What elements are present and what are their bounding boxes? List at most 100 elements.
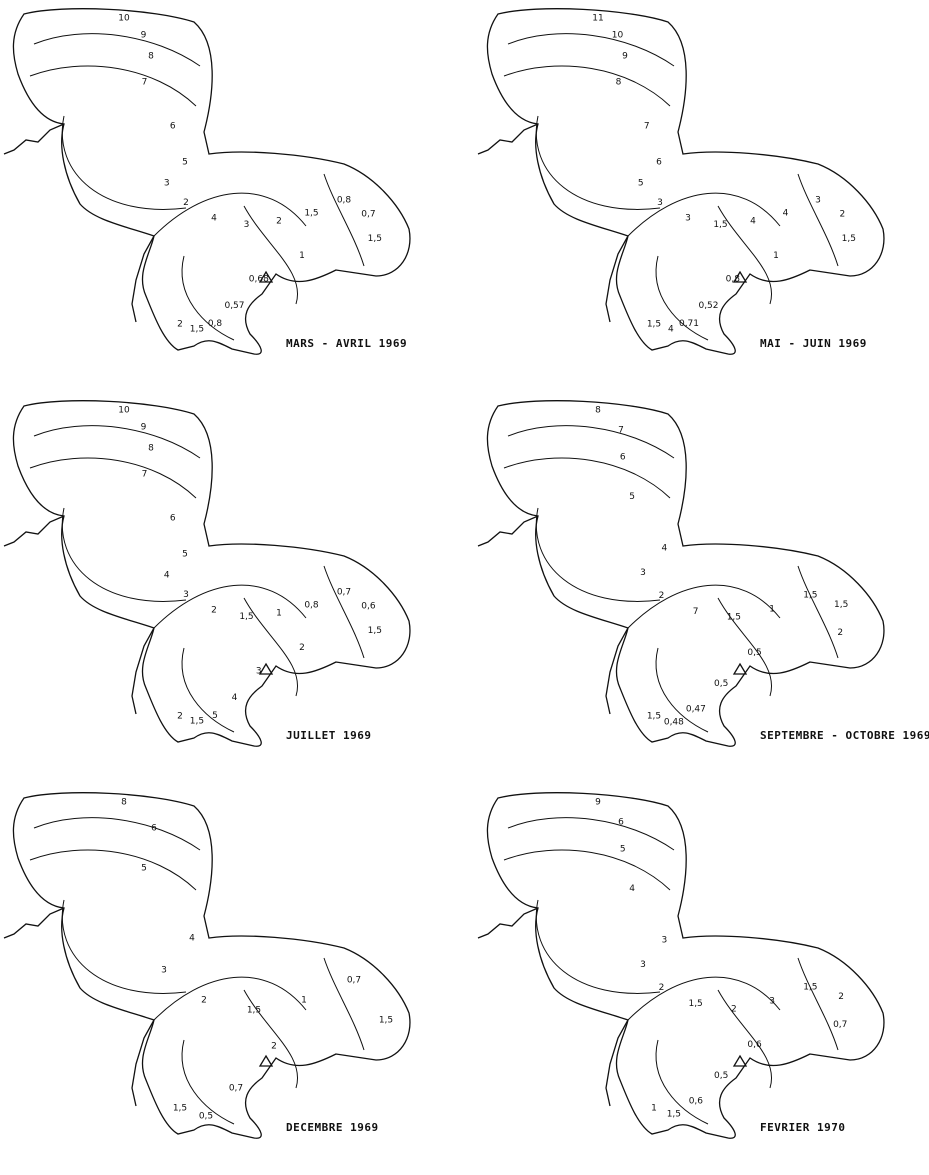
contour-label: 8: [121, 798, 127, 808]
contour-label: 0,7: [833, 1020, 847, 1030]
contour-label: 7: [142, 78, 148, 88]
lake-outline: [487, 401, 884, 747]
contour-label: 0,8: [208, 319, 223, 329]
contour-label: 0,6: [361, 602, 376, 612]
contour-label: 10: [118, 406, 130, 416]
contour-label: 3: [657, 198, 663, 208]
contour-label: 5: [141, 864, 147, 874]
map-panel: 876543271,511,51,520,50,50,470,481,5SEPT…: [478, 401, 929, 747]
contour-label: 3: [164, 178, 170, 188]
contour-line: [324, 566, 364, 658]
lake-outline: [13, 9, 410, 355]
contour-label: 1,5: [190, 717, 204, 727]
contour-line: [536, 116, 660, 209]
contour-line: [508, 426, 674, 458]
contour-label: 0,47: [686, 705, 706, 715]
map-title: SEPTEMBRE - OCTOBRE 1969: [760, 729, 929, 742]
contour-label: 3: [661, 935, 667, 945]
contour-label: 1,5: [842, 234, 856, 244]
map-title: DECEMBRE 1969: [286, 1121, 379, 1134]
map-figure: 10 9 8 7 6 5 3 2 4 3 2 1,5 0,8 0,7 1,5 1 0,6 8 0,5 7 0,8 1,5 2…: [0, 0, 929, 1175]
contour-label: 10: [612, 30, 624, 40]
station-marker: [734, 664, 746, 674]
contour-label: 0,8: [337, 196, 352, 206]
contour-label: 4: [211, 214, 217, 224]
contour-label: 1: [773, 251, 779, 261]
contour-label: 0,5: [714, 679, 728, 689]
contour-line: [628, 977, 780, 1020]
contour-label: 9: [595, 798, 601, 808]
contour-label: 1: [651, 1104, 657, 1114]
contour-label: 9: [622, 52, 628, 62]
contour-line: [504, 458, 670, 498]
contour-label: 6: [656, 158, 662, 168]
contour-line: [324, 958, 364, 1050]
river: [478, 908, 538, 938]
contour-label: 2: [276, 217, 282, 227]
contour-line: [154, 585, 306, 628]
contour-label: 6: [170, 122, 176, 132]
contour-line: [34, 34, 200, 66]
river: [4, 124, 64, 154]
contour-label: 3: [256, 666, 262, 676]
contour-label: 1,5: [803, 983, 817, 993]
contour-label: 3: [815, 196, 821, 206]
map-title: FEVRIER 1970: [760, 1121, 845, 1134]
contour-line: [244, 206, 298, 304]
contour-label: 7: [693, 607, 699, 617]
contour-line: [508, 34, 674, 66]
contour-label: 4: [661, 543, 667, 553]
contour-label: 7: [618, 425, 624, 435]
contour-label: 6: [618, 817, 624, 827]
contour-label: 11: [592, 14, 603, 24]
contour-line: [798, 958, 838, 1050]
contour-label: 2: [731, 1004, 737, 1014]
contour-label: 2: [177, 712, 183, 722]
river: [4, 516, 64, 546]
contour-label: 8: [595, 406, 601, 416]
contour-label: 0,6: [689, 1097, 704, 1107]
contour-label: 0,6: [747, 1040, 762, 1050]
contour-line: [798, 174, 838, 266]
contour-label: 2: [659, 983, 665, 993]
map-title: JUILLET 1969: [286, 729, 371, 742]
map-title: MAI - JUIN 1969: [760, 337, 867, 350]
contour-label: 4: [668, 325, 674, 335]
contour-label: 9: [141, 422, 147, 432]
contour-label: 1: [299, 251, 305, 261]
contour-label: 0,7: [347, 976, 361, 986]
contour-line: [30, 66, 196, 106]
contour-label: 2: [840, 210, 846, 220]
contour-label: 3: [769, 997, 775, 1007]
contour-line: [656, 1040, 708, 1124]
contour-label: 6: [151, 824, 157, 834]
lake-outline: [13, 793, 410, 1139]
contour-label: 5: [212, 711, 218, 721]
contour-label: 2: [659, 591, 665, 601]
contour-label: 0,8: [726, 274, 741, 284]
contour-label: 2: [299, 643, 305, 653]
lake-outline: [13, 401, 410, 747]
river: [4, 908, 64, 938]
contour-label: 4: [783, 209, 789, 219]
contour-label: 2: [211, 606, 217, 616]
contour-label: 0,8: [304, 601, 319, 611]
contour-label: 0,52: [698, 301, 718, 311]
contour-label: 10: [118, 14, 130, 24]
contour-label: 4: [232, 693, 238, 703]
river: [478, 124, 538, 154]
contour-label: 1,5: [713, 220, 727, 230]
contour-label: 0,7: [337, 588, 351, 598]
contour-label: 1,5: [803, 591, 817, 601]
contour-label: 0,7: [361, 210, 375, 220]
contour-label: 1,5: [173, 1104, 187, 1114]
lake-outline: [487, 793, 884, 1139]
contour-label: 1,5: [190, 325, 204, 335]
contour-label: 6: [620, 453, 626, 463]
contour-line: [154, 977, 306, 1020]
contour-label: 2: [177, 320, 183, 330]
contour-label: 1: [276, 609, 282, 619]
contour-label: 2: [183, 198, 189, 208]
